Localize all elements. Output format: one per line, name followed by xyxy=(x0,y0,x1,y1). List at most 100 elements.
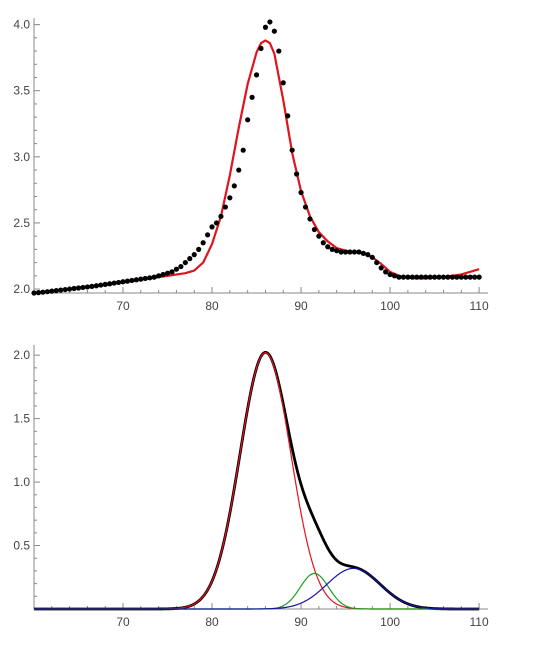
data-point xyxy=(445,274,451,280)
data-point xyxy=(427,274,433,280)
data-point xyxy=(458,274,464,280)
data-point xyxy=(472,274,478,280)
data-point xyxy=(454,274,460,280)
data-point xyxy=(418,274,424,280)
data-point xyxy=(156,273,162,279)
data-point xyxy=(102,281,108,288)
data-point xyxy=(307,216,313,222)
x-tick-label: 100 xyxy=(380,615,400,629)
data-point xyxy=(436,274,442,280)
y-tick-label: 2.5 xyxy=(13,216,30,230)
data-point xyxy=(240,147,246,153)
data-point xyxy=(378,265,384,271)
data-point xyxy=(138,276,144,282)
x-tick-label: 70 xyxy=(116,299,130,313)
data-point xyxy=(383,269,389,275)
y-tick-label: 3.5 xyxy=(13,84,30,98)
data-point xyxy=(280,80,286,86)
data-point xyxy=(75,285,82,291)
y-tick-label: 0.5 xyxy=(13,539,30,553)
data-point xyxy=(271,28,277,34)
data-point xyxy=(173,266,180,272)
data-point xyxy=(200,240,206,246)
chart-top-fit: 70 80 90 100 110 2.0 2.5 3.0 3.5 4.0 xyxy=(13,18,489,313)
data-point xyxy=(227,195,233,201)
data-point xyxy=(329,246,335,252)
data-point xyxy=(107,281,113,287)
y-tick-label: 2.0 xyxy=(13,348,30,362)
component-curve-3 xyxy=(34,567,480,610)
data-point xyxy=(289,147,295,153)
data-point xyxy=(316,233,322,239)
data-point xyxy=(267,19,273,25)
data-point xyxy=(463,274,469,280)
x-tick-label: 110 xyxy=(470,299,489,313)
data-point xyxy=(298,189,304,196)
data-point xyxy=(124,278,131,284)
data-point xyxy=(213,220,220,226)
x-tick-label: 100 xyxy=(380,299,400,313)
data-point xyxy=(374,259,380,266)
data-point xyxy=(169,269,175,275)
data-point xyxy=(196,246,202,252)
x-tick-label: 90 xyxy=(294,615,308,629)
data-point xyxy=(142,275,148,282)
x-tick-label: 80 xyxy=(205,299,219,313)
data-point xyxy=(325,244,331,250)
y-tick-label: 3.0 xyxy=(13,150,30,164)
data-point xyxy=(62,286,68,293)
data-point xyxy=(311,226,318,233)
data-point xyxy=(160,271,166,278)
data-point xyxy=(258,45,264,52)
data-point xyxy=(204,232,211,238)
data-point xyxy=(396,274,402,280)
data-point xyxy=(53,288,59,294)
data-point xyxy=(423,274,429,280)
data-point xyxy=(285,113,291,119)
data-point xyxy=(405,274,411,280)
data-point xyxy=(40,289,46,295)
data-point xyxy=(236,167,242,173)
data-point xyxy=(84,284,91,290)
data-point xyxy=(209,224,215,230)
data-point xyxy=(414,274,420,280)
data-point xyxy=(35,290,42,296)
data-point xyxy=(365,252,371,258)
data-point xyxy=(369,254,375,260)
y-tick-label: 1.0 xyxy=(13,475,30,489)
data-point xyxy=(231,183,237,189)
data-point xyxy=(262,24,269,30)
data-point xyxy=(191,252,197,258)
data-point xyxy=(222,204,228,210)
data-point xyxy=(467,274,473,280)
data-point xyxy=(93,283,99,289)
data-point xyxy=(49,288,55,294)
data-point xyxy=(245,117,251,123)
data-point xyxy=(182,259,188,266)
data-point xyxy=(31,290,37,296)
data-point xyxy=(449,274,455,280)
data-point xyxy=(129,277,135,284)
data-point xyxy=(356,249,362,255)
data-point xyxy=(111,280,117,286)
data-point xyxy=(440,274,447,280)
fit-line xyxy=(33,39,480,295)
y-tick-label: 4.0 xyxy=(13,18,30,32)
x-tick-label: 110 xyxy=(470,615,489,629)
data-point xyxy=(320,240,326,246)
data-point xyxy=(151,274,157,280)
data-point xyxy=(120,279,126,285)
data-point xyxy=(133,277,139,283)
data-point xyxy=(431,274,438,280)
data-point xyxy=(400,274,407,280)
data-point xyxy=(276,48,282,54)
data-point xyxy=(409,274,415,280)
x-tick-label: 70 xyxy=(116,615,130,629)
data-point xyxy=(58,287,64,293)
y-tick-label: 2.0 xyxy=(13,282,30,296)
data-point xyxy=(249,94,255,100)
data-point xyxy=(115,279,122,286)
data-point xyxy=(253,72,260,78)
data-point xyxy=(334,248,340,254)
data-point xyxy=(98,282,104,288)
